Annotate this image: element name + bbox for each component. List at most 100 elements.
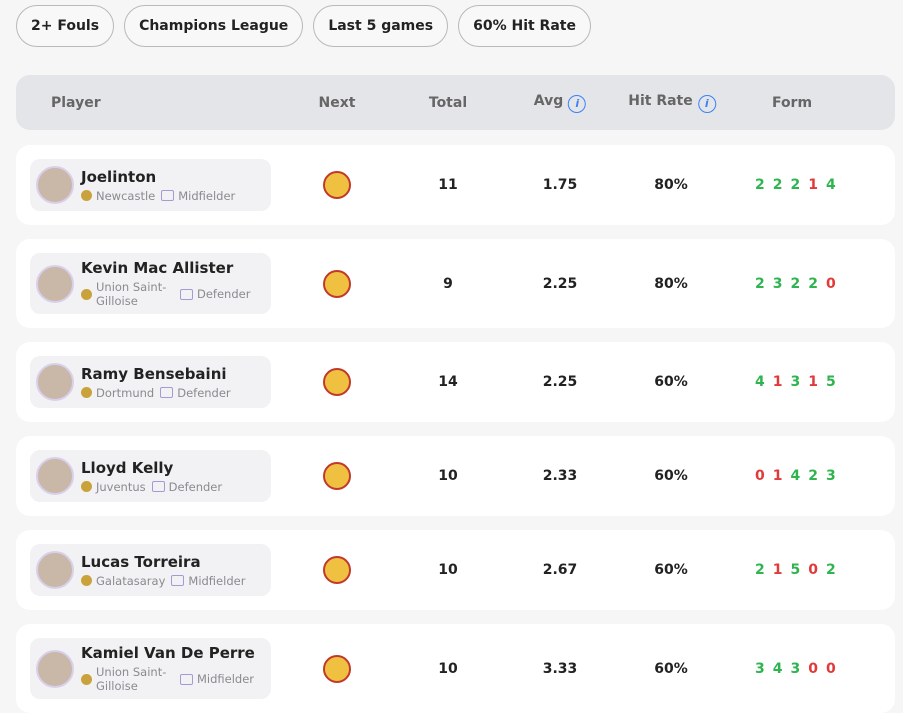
avg: 2.67 [542, 562, 578, 578]
form-value: 2 [790, 275, 801, 292]
team-name: Union Saint-Gilloise [96, 665, 167, 693]
player-info: Lucas Torreira Galatasaray Midfielder [81, 553, 245, 588]
team: Union Saint-Gilloise [81, 665, 174, 693]
position-icon [161, 190, 175, 201]
player-card: Lloyd Kelly Juventus Defender [30, 450, 271, 502]
player-info: Joelinton Newcastle Midfielder [81, 168, 235, 203]
player-meta: Union Saint-Gilloise Midfielder [81, 665, 255, 693]
hit-rate: 60% [654, 468, 688, 484]
header-hit-rate-text: Hit Rate [628, 92, 693, 109]
player-info: Kamiel Van De Perre Union Saint-Gilloise M… [81, 644, 255, 693]
form-value: 4 [755, 374, 765, 390]
total: 10 [438, 660, 458, 677]
position: Midfielder [171, 574, 245, 588]
team-name: Newcastle [96, 188, 156, 203]
form-value: 1 [808, 374, 818, 390]
player-info: Ramy Bensebaini Dortmund Defender [81, 365, 231, 400]
next-opponent [323, 654, 351, 683]
position-name: Midfielder [197, 672, 255, 686]
opponent-logo [323, 368, 351, 396]
player-name: Kevin Mac Allister [81, 259, 234, 277]
filter-chip[interactable]: Last 5 games [313, 5, 449, 47]
team-name: Union Saint-Gilloise [96, 280, 167, 308]
form-value: 1 [772, 562, 783, 578]
player-meta: Union Saint-Gilloise Defender [81, 280, 250, 308]
filter-chip[interactable]: 2+ Fouls [16, 5, 115, 47]
form-value: 2 [808, 275, 818, 292]
player-row[interactable]: Kevin Mac Allister Union Saint-Gilloise De… [16, 239, 895, 328]
filter-chip[interactable]: 60% Hit Rate [458, 5, 591, 47]
form-value: 2 [755, 275, 765, 292]
opponent-logo [323, 269, 351, 298]
avg: 1.75 [542, 177, 578, 193]
player-info: Lloyd Kelly Juventus Defender [81, 459, 222, 494]
form-value: 1 [772, 468, 783, 484]
total: 14 [438, 374, 458, 390]
hit-rate: 60% [654, 374, 688, 390]
player-row[interactable]: Lloyd Kelly Juventus Defender 10 2.33 60% 0 1 4 2… [16, 436, 895, 516]
form-value: 5 [790, 562, 801, 578]
player-row[interactable]: Lucas Torreira Galatasaray Midfielder 1 0 2.6… [16, 530, 895, 610]
player-row[interactable]: Joelinton Newcastle Midfielder 11 1.75 80% 2 2 2… [16, 145, 895, 225]
player-card: Lucas Torreira Galatasaray Midfielder [30, 544, 271, 596]
team-logo [81, 673, 92, 685]
player-name: Lucas Torreira [81, 552, 201, 571]
form-value: 0 [808, 660, 818, 677]
position-name: Midfielder [188, 573, 246, 588]
player-name: Joelinton [81, 167, 157, 186]
player-card: Kevin Mac Allister Union Saint-Gilloise De… [30, 253, 271, 314]
filter-chip[interactable]: Champions League [124, 5, 304, 47]
player-meta: Galatasaray Midfielder [81, 574, 245, 588]
team-logo [81, 481, 92, 492]
form-value: 2 [772, 177, 783, 193]
form-value: 0 [755, 468, 765, 484]
team-name: Juventus [96, 479, 146, 494]
header-next: Next [318, 94, 356, 111]
player-meta: Dortmund Defender [81, 386, 231, 400]
form-value: 2 [755, 177, 765, 193]
header-form: Form [771, 94, 813, 111]
hit-rate: 80% [654, 177, 688, 193]
player-card: Ramy Bensebaini Dortmund Defender [30, 356, 271, 408]
position-name: Defender [177, 385, 231, 400]
avatar [36, 363, 74, 401]
position-icon [180, 288, 193, 300]
info-icon[interactable]: i [568, 94, 587, 113]
avatar [36, 166, 74, 204]
team: Juventus [81, 480, 146, 494]
player-name: Kamiel Van De Perre [81, 644, 255, 662]
hit-rate: 60% [654, 660, 688, 677]
position: Defender [180, 287, 250, 301]
form-value: 0 [808, 562, 818, 578]
info-icon[interactable]: i [697, 94, 716, 113]
total: 9 [443, 275, 453, 292]
next-opponent [323, 368, 351, 396]
position-icon [160, 387, 174, 398]
player-row[interactable]: Kamiel Van De Perre Union Saint-Gilloise M… [16, 624, 895, 713]
position-icon [171, 575, 185, 586]
team-name: Galatasaray [96, 573, 166, 588]
header-hit-rate: Hit Rate i [628, 93, 716, 113]
form-value: 3 [826, 468, 836, 484]
player-name: Ramy Bensebaini [81, 364, 227, 383]
player-name: Lloyd Kelly [81, 458, 174, 477]
form-value: 3 [790, 660, 801, 677]
player-row[interactable]: Ramy Bensebaini Dortmund Defender 14 2.25 60%… [16, 342, 895, 422]
team-logo [81, 575, 92, 586]
header-avg-text: Avg [533, 92, 564, 109]
form-value: 1 [772, 374, 783, 390]
opponent-logo [323, 556, 351, 584]
team: Dortmund [81, 386, 154, 400]
avg: 2.25 [542, 275, 578, 292]
next-opponent [323, 171, 351, 199]
form-value: 1 [808, 177, 818, 193]
form-value: 2 [808, 468, 818, 484]
next-opponent [323, 462, 351, 490]
player-info: Kevin Mac Allister Union Saint-Gilloise De… [81, 259, 250, 308]
opponent-logo [323, 462, 351, 490]
